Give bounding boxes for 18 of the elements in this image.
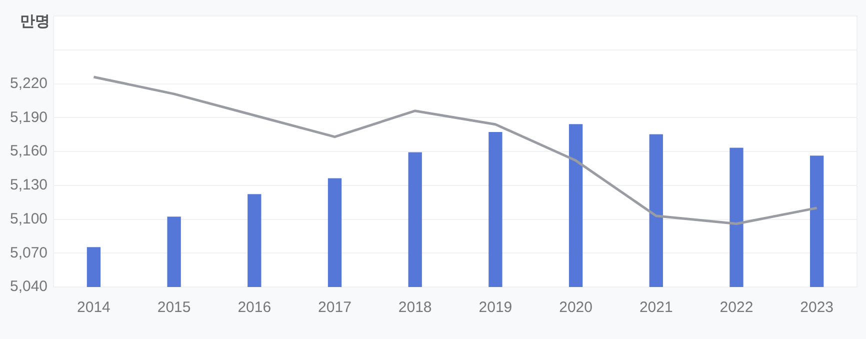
y-tick-label: 5,190 (10, 108, 48, 126)
y-tick-label: 5,040 (10, 278, 48, 296)
x-tick-label: 2023 (800, 299, 834, 316)
x-tick-label: 2022 (720, 299, 754, 316)
y-tick-label: 5,130 (10, 176, 48, 194)
x-tick-label: 2021 (639, 299, 673, 316)
x-tick-label: 2019 (478, 299, 512, 316)
x-tick-label: 2017 (318, 299, 352, 316)
x-tick-label: 2018 (398, 299, 432, 316)
y-axis-title: 만명 (20, 12, 50, 30)
y-tick-label: 5,100 (10, 210, 48, 228)
y-tick-label: 5,070 (10, 244, 48, 262)
x-tick-label: 2016 (238, 299, 272, 316)
y-tick-label: 5,160 (10, 142, 48, 160)
x-tick-label: 2015 (157, 299, 191, 316)
y-tick-label: 5,220 (10, 74, 48, 92)
x-tick-label: 2020 (559, 299, 592, 316)
x-tick-label: 2014 (77, 299, 110, 316)
